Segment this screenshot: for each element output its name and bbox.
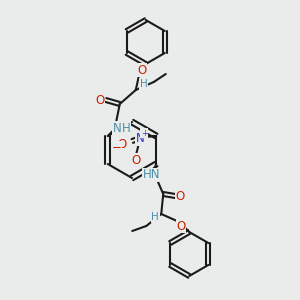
Text: H: H	[122, 122, 130, 134]
Text: HN: HN	[142, 169, 160, 182]
Text: O: O	[137, 64, 146, 76]
Text: N: N	[112, 122, 121, 134]
Text: O: O	[118, 137, 127, 151]
Text: O: O	[176, 190, 185, 202]
Text: H: H	[152, 212, 159, 222]
Text: N: N	[136, 133, 145, 146]
Text: +: +	[141, 128, 148, 137]
Text: O: O	[177, 220, 186, 232]
Text: O: O	[95, 94, 104, 106]
Text: O: O	[132, 154, 141, 166]
Text: −: −	[111, 142, 121, 154]
Text: H: H	[140, 79, 148, 89]
